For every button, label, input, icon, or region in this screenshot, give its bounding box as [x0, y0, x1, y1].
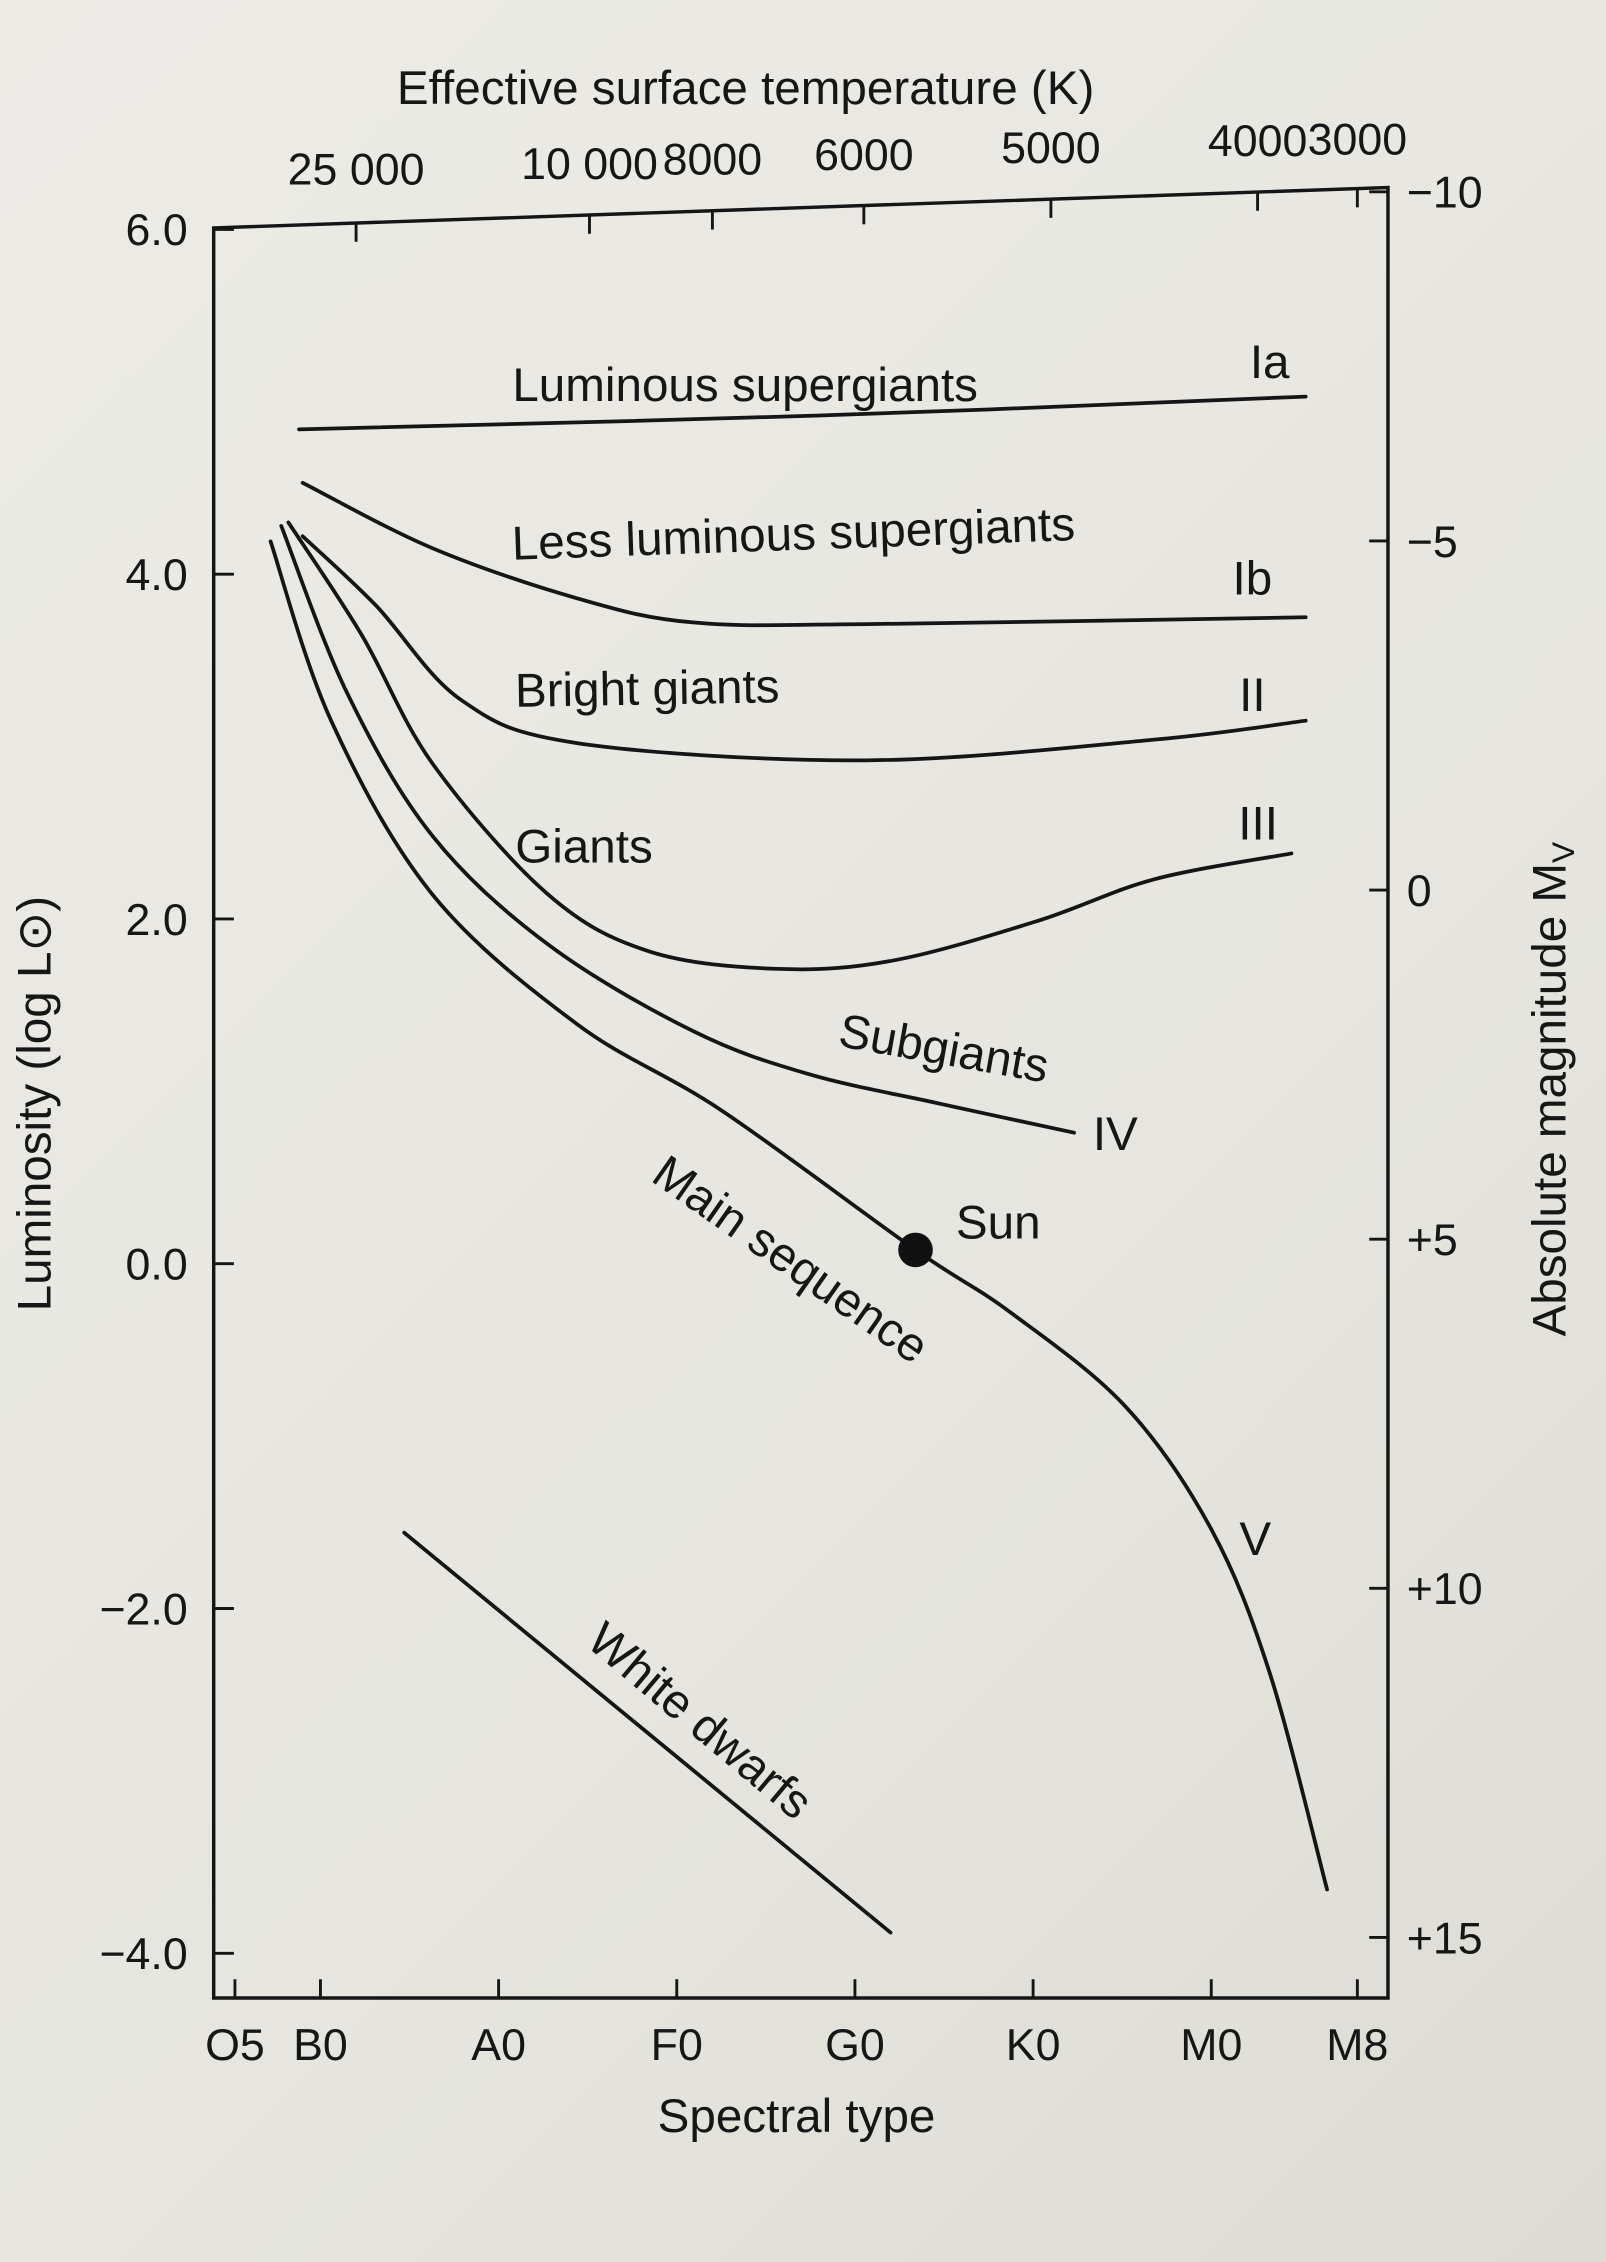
y-axis-title: Luminosity (log L⊙) [9, 896, 62, 1312]
y-tick-label: 6.0 [126, 206, 188, 255]
x-tick-label: M0 [1180, 2021, 1242, 2070]
series-label: Main sequence [643, 1146, 938, 1375]
top-tick-label: 3000 [1308, 115, 1407, 164]
sun-label: Sun [956, 1196, 1041, 1249]
luminosity-class-label: V [1239, 1513, 1271, 1566]
top-tick-label: 10 000 [521, 140, 658, 189]
top-tick-label: 8000 [663, 136, 762, 185]
y-tick-label: 4.0 [126, 551, 188, 600]
y-tick-label: −4.0 [99, 1930, 187, 1979]
x-tick-label: B0 [293, 2021, 348, 2070]
luminosity-class-label: IV [1093, 1108, 1138, 1161]
x-tick-label: G0 [825, 2021, 885, 2070]
x-tick-label: F0 [651, 2021, 703, 2070]
right-tick-label: −10 [1407, 169, 1483, 218]
series-label: Bright giants [514, 660, 779, 718]
right-tick-label: −5 [1407, 518, 1458, 567]
series-line-luminous-supergiants [297, 394, 1308, 432]
series-line-giants [286, 520, 1294, 972]
series-label: Giants [515, 821, 653, 874]
x-tick-label: K0 [1006, 2021, 1061, 2070]
series-label: White dwarfs [577, 1612, 822, 1829]
luminosity-class-label: Ib [1233, 552, 1273, 605]
x-tick-label: O5 [205, 2021, 265, 2070]
series-line-less-luminous-supergiants [300, 480, 1308, 628]
y-tick-label: −2.0 [99, 1585, 187, 1634]
series-label: Subgiants [835, 1005, 1053, 1094]
x-tick-label: A0 [471, 2021, 526, 2070]
y-tick-label: 2.0 [126, 896, 188, 945]
axes [211, 185, 1390, 2000]
top-axis-title: Effective surface temperature (K) [397, 62, 1094, 115]
x-tick-label: M8 [1326, 2021, 1388, 2070]
right-axis-title: Absolute magnitude MV [1523, 841, 1581, 1337]
x-axis-title: Spectral type [658, 2090, 936, 2143]
luminosity-class-label: Ia [1250, 336, 1290, 389]
series-label: Luminous supergiants [512, 359, 978, 412]
series-line-bright-giants [300, 534, 1308, 763]
luminosity-class-label: III [1238, 798, 1278, 851]
series-label: Less luminous supergiants [511, 498, 1076, 571]
right-axis-title-text: Absolute magnitude MV [1523, 841, 1581, 1337]
top-tick-label: 5000 [1001, 124, 1100, 173]
luminosity-class-label: II [1239, 669, 1265, 722]
series-line-subgiants [279, 524, 1076, 1135]
top-tick-label: 25 000 [288, 146, 425, 195]
right-tick-label: +15 [1407, 1914, 1483, 1963]
top-tick-label: 4000 [1208, 117, 1307, 166]
y-tick-label: 0.0 [126, 1241, 188, 1290]
series-line-main-sequence [268, 539, 1329, 1892]
right-tick-label: 0 [1407, 867, 1432, 916]
top-tick-label: 6000 [814, 131, 913, 180]
series-line-white-dwarfs [402, 1530, 893, 1935]
right-tick-label: +5 [1407, 1216, 1458, 1265]
plot-frame [211, 185, 1390, 2000]
right-tick-label: +10 [1407, 1565, 1483, 1614]
sun-marker [898, 1232, 933, 1268]
